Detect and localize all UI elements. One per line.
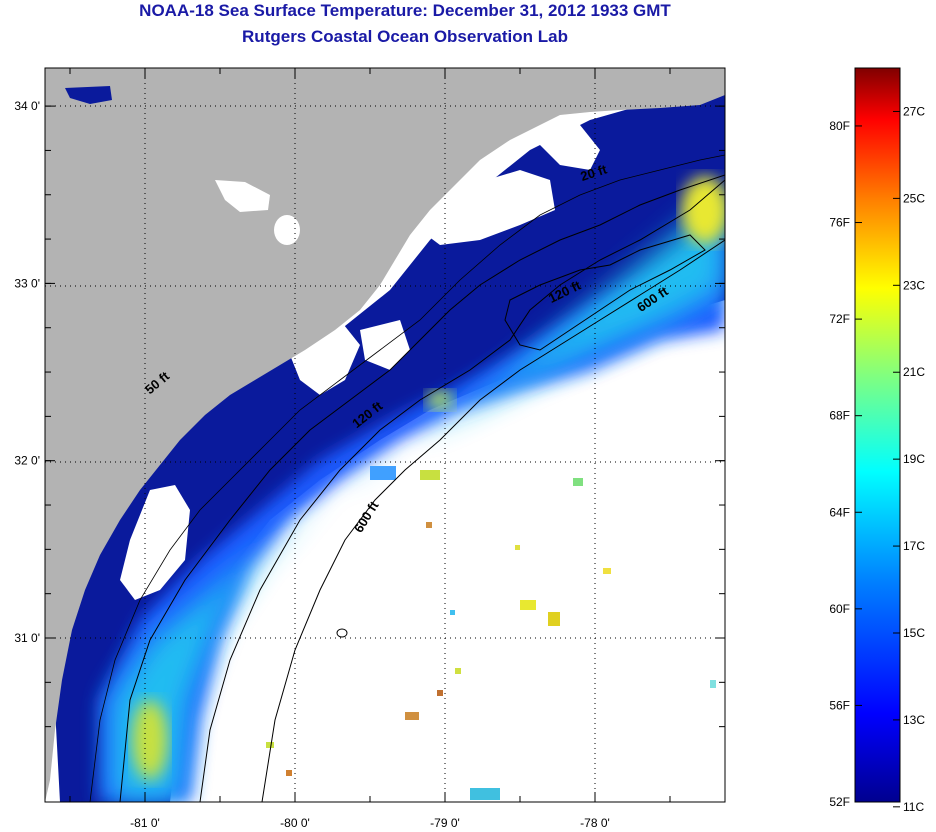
- colorbar-label-f: 76F: [829, 216, 850, 230]
- cloud-over-land: [274, 215, 300, 245]
- map-frame: [44, 67, 726, 803]
- colorbar-label-c: 15C: [903, 626, 925, 640]
- map-title: NOAA-18 Sea Surface Temperature: Decembe…: [139, 1, 671, 20]
- contour-ring: [336, 628, 348, 638]
- contour-20ft: [89, 154, 725, 802]
- warm-patch: [681, 176, 725, 244]
- colorbar-label-f: 80F: [829, 119, 850, 133]
- colorbar-label-c: 13C: [903, 713, 925, 727]
- warm-patch: [132, 700, 168, 780]
- scattered-sst-pixels: [266, 466, 716, 800]
- contour-120ft-loop: [504, 234, 706, 351]
- lat-tick-label: 31 0': [14, 631, 40, 645]
- cloud-over-land: [65, 86, 112, 104]
- map-subtitle: Rutgers Coastal Ocean Observation Lab: [242, 27, 568, 46]
- colorbar-gradient: [855, 68, 900, 802]
- colorbar-label-c: 11C: [903, 800, 924, 814]
- mid-shelf-water: [100, 230, 725, 802]
- lat-tick-label: 33 0': [14, 276, 40, 290]
- warm-patch: [426, 390, 454, 410]
- cloud-patch: [535, 120, 600, 170]
- colorbar-label-c: 25C: [903, 191, 925, 205]
- lon-tick-label: -79 0': [430, 816, 460, 830]
- land-mass: [45, 68, 725, 802]
- colorbar-label-f: 60F: [829, 602, 850, 616]
- colorbar-label-c: 21C: [903, 365, 925, 379]
- colorbar-label-c: 19C: [903, 452, 925, 466]
- contour-50ft: [119, 174, 725, 802]
- cloud-patch: [120, 485, 190, 600]
- lon-tick-label: -78 0': [580, 816, 610, 830]
- axis-ticks: -81 0' -80 0' -79 0' -78 0' 34 0' 33 0' 32 0' 3…: [14, 68, 725, 830]
- shelf-break-water: [110, 190, 725, 802]
- colorbar-label-f: 68F: [829, 409, 850, 423]
- colorbar-label-f: 64F: [829, 505, 850, 519]
- cloud-patch: [420, 170, 555, 245]
- cold-water-band: [45, 90, 725, 802]
- colorbar-label-f: 52F: [829, 795, 850, 809]
- graticule: [45, 68, 725, 802]
- colorbar-label-c: 23C: [903, 278, 925, 292]
- lon-tick-label: -80 0': [280, 816, 310, 830]
- colorbar-frame: [854, 67, 901, 803]
- colorbar: 80F 76F 72F 68F 64F 60F 56F 52F 27C 25C 23C 21C 19C 1…: [829, 67, 925, 814]
- colorbar-label-f: 56F: [829, 698, 850, 712]
- lon-tick-label: -81 0': [130, 816, 160, 830]
- colorbar-label-f: 72F: [829, 312, 850, 326]
- cloud-over-land: [215, 180, 270, 212]
- contour-600ft-south: [261, 239, 725, 802]
- lat-tick-label: 34 0': [14, 99, 40, 113]
- colorbar-label-c: 27C: [903, 104, 925, 118]
- colorbar-label-c: 17C: [903, 539, 925, 553]
- contour-120ft: [199, 179, 725, 802]
- cloud-patch: [360, 320, 410, 370]
- lat-tick-label: 32 0': [14, 454, 40, 468]
